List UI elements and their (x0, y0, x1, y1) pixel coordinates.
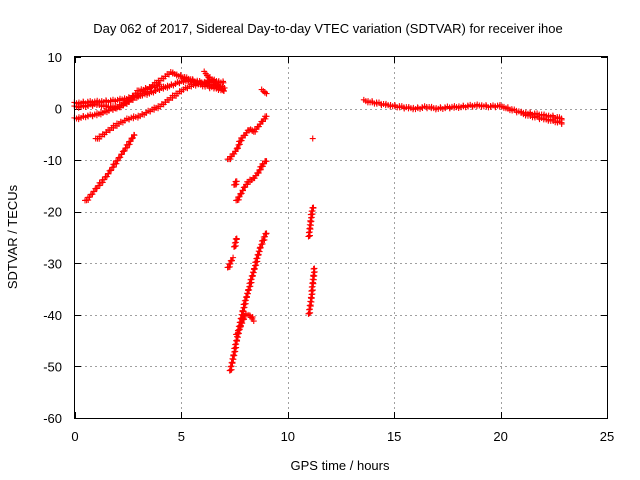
y-tick-label: -50 (43, 359, 62, 374)
data-point (156, 81, 163, 88)
data-point (244, 290, 251, 297)
y-tick-label: -60 (43, 411, 62, 426)
data-point (255, 248, 262, 255)
series-arc-n (258, 86, 270, 97)
chart-title: Day 062 of 2017, Sidereal Day-to-day VTE… (93, 21, 562, 36)
data-point (233, 178, 240, 185)
x-tick-label: 5 (178, 429, 185, 444)
data-point (129, 134, 136, 141)
data-point (234, 144, 241, 151)
series-arc-g (226, 230, 270, 374)
data-point (307, 217, 314, 224)
x-tick-label: 0 (71, 429, 78, 444)
data-point (228, 257, 235, 264)
series-arc-l (233, 158, 270, 204)
data-point (220, 88, 227, 95)
series-arc-p (305, 265, 318, 317)
data-point (307, 294, 314, 301)
data-point (233, 235, 240, 242)
data-point (229, 355, 236, 362)
data-point (310, 272, 317, 279)
data-point (239, 187, 246, 194)
y-axis-label: SDTVAR / TECUs (5, 184, 20, 289)
data-point (238, 319, 245, 326)
data-point (245, 286, 252, 293)
y-tick-label: -20 (43, 205, 62, 220)
data-point (309, 135, 316, 142)
data-point (250, 318, 257, 325)
data-point (230, 254, 237, 261)
y-tick-label: 0 (55, 102, 62, 117)
data-point (236, 141, 243, 148)
series-arc-h (233, 310, 257, 338)
data-point (239, 307, 246, 314)
series-arc-k (224, 113, 270, 163)
data-point (255, 169, 262, 176)
data-point (230, 351, 237, 358)
data-point (236, 193, 243, 200)
data-point (263, 90, 270, 97)
series-arc-c (71, 81, 163, 112)
x-tick-label: 15 (387, 429, 401, 444)
data-point (263, 158, 270, 165)
data-point (127, 138, 134, 145)
data-point (130, 131, 137, 138)
x-axis-label: GPS time / hours (291, 458, 390, 473)
x-tick-label: 10 (281, 429, 295, 444)
series-arc-r (360, 96, 565, 123)
y-tick-label: 10 (48, 50, 62, 65)
data-point (263, 230, 270, 237)
y-tick-label: -10 (43, 153, 62, 168)
series-arc-e (82, 131, 138, 204)
series-arc-q (309, 135, 316, 142)
series-arc-a (71, 68, 227, 123)
data-point (311, 265, 318, 272)
plot-frame (74, 56, 608, 419)
data-point (263, 113, 270, 120)
data-point (237, 323, 244, 330)
x-tick-label: 25 (600, 429, 614, 444)
data-point (114, 157, 121, 164)
data-point (558, 121, 565, 128)
data-point (238, 190, 245, 197)
data-point (220, 79, 227, 86)
data-point (310, 204, 317, 211)
series-arc-o (305, 204, 317, 240)
series-arc-j (231, 235, 240, 250)
data-point (236, 327, 243, 334)
data-point (238, 311, 245, 318)
data-point (249, 269, 256, 276)
series-arc-i (224, 254, 237, 271)
data-series (71, 68, 565, 374)
y-tick-label: -40 (43, 308, 62, 323)
series-arc-d (92, 76, 227, 142)
series-arc-m (231, 178, 240, 188)
series-arc-f (201, 68, 227, 95)
x-axis-tick-labels: 0 5 10 15 20 25 (71, 429, 614, 444)
grid-lines (75, 57, 607, 418)
data-point (251, 265, 258, 272)
series-arc-s (518, 109, 565, 128)
data-point (257, 244, 264, 251)
y-tick-label: -30 (43, 256, 62, 271)
data-point (259, 240, 266, 247)
data-point (240, 315, 247, 322)
y-axis-tick-labels: -60 -50 -40 -30 -20 -10 0 10 (43, 50, 62, 426)
x-tick-label: 20 (493, 429, 507, 444)
data-point (117, 154, 124, 161)
data-point (235, 330, 242, 337)
